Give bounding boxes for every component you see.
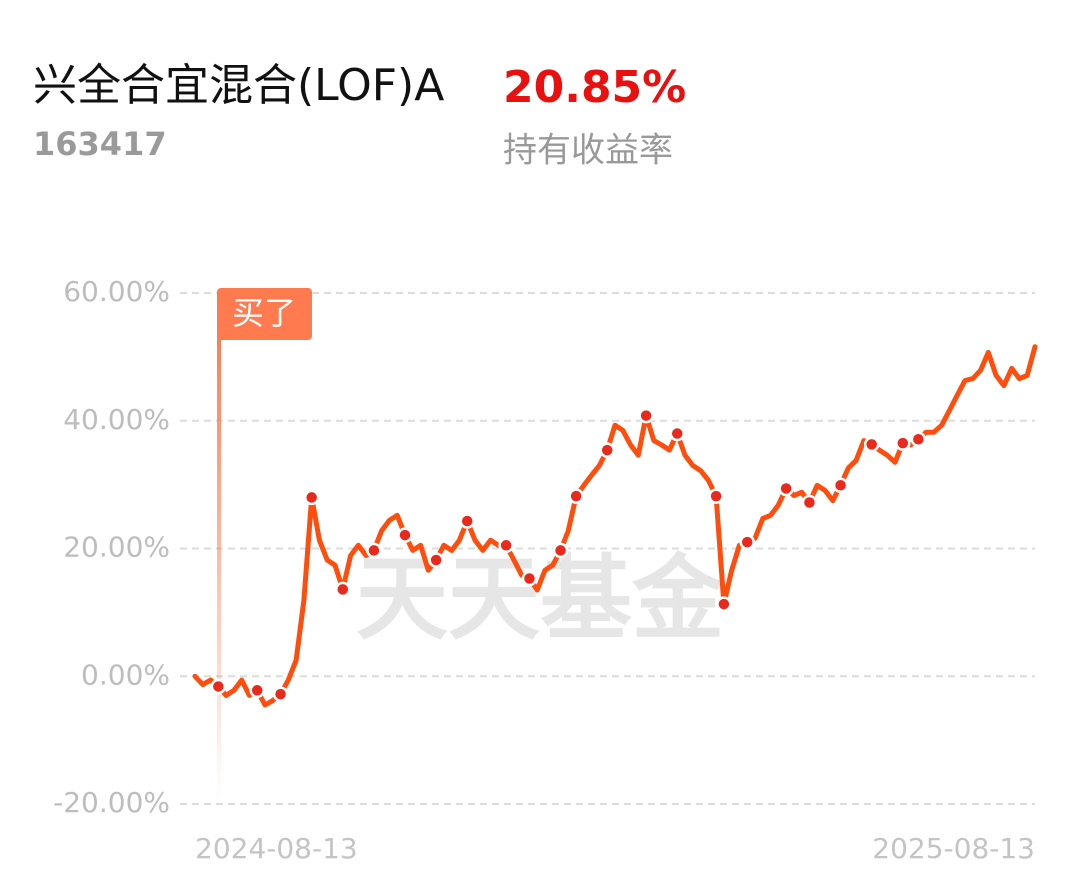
data-point [910,431,927,448]
y-tick-label: 20.00% [63,531,170,564]
buy-tag [217,288,312,340]
buy-line [217,330,221,800]
data-point [552,542,569,559]
data-point [895,435,911,451]
data-point [272,686,289,702]
data-point [521,570,538,587]
data-point [498,537,514,554]
x-tick-label: 2024-08-13 [195,832,358,865]
fund-code: 163417 [33,125,167,163]
watermark: 天天基金 [356,545,725,652]
y-tick-label: 60.00% [63,275,170,308]
data-point [210,678,227,695]
data-point [739,534,755,550]
data-point [249,682,265,699]
grid: -20.00% 0.00% 20.00% 40.00% 60.00% [53,275,1035,819]
data-point [778,480,794,497]
return-value: 20.85% [503,62,686,113]
line [192,344,1038,708]
data-point [568,488,584,504]
x-tick-label: 2025-08-13 [872,832,1035,865]
y-tick-label: -20.00% [53,786,170,819]
data-point [669,425,685,442]
data-point [638,407,654,424]
data-point [708,488,724,504]
data-point [428,552,444,568]
buy-tag-label: 买了 [232,294,296,332]
data-point [397,527,413,543]
data-point [599,442,615,458]
data-point [366,542,382,559]
y-tick-label: 0.00% [81,658,170,691]
data-point [303,489,320,506]
data-point [863,436,880,453]
chart: -20.00% 0.00% 20.00% 40.00% 60.00% 天天基金 买了 [53,275,1038,819]
return-label: 持有收益率 [503,131,673,171]
fund-title: 兴全合宜混合(LOF)A [33,60,444,111]
data-point [832,477,849,494]
data-point [459,513,475,529]
data-point [716,596,732,612]
y-tick-label: 40.00% [63,403,170,436]
data-point [801,494,818,511]
data-point [335,581,351,598]
